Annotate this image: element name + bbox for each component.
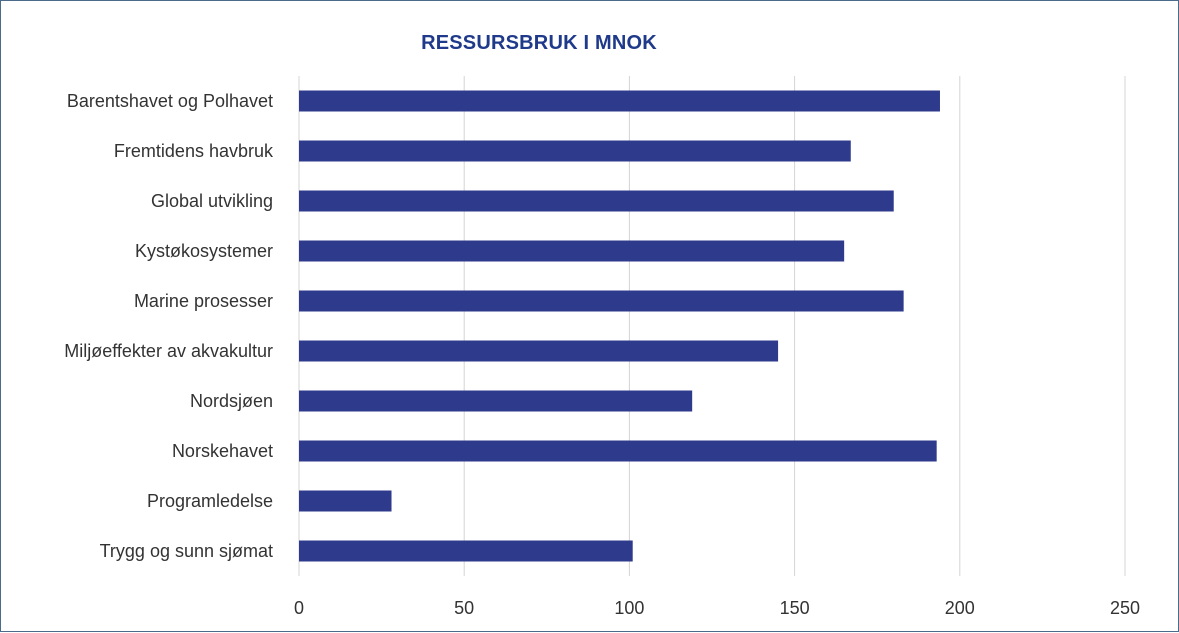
x-tick-label: 50 xyxy=(454,598,474,618)
category-label: Kystøkosystemer xyxy=(135,241,273,261)
bars xyxy=(299,90,940,562)
x-tick-label: 0 xyxy=(294,598,304,618)
x-tick-label: 150 xyxy=(780,598,810,618)
category-labels: Barentshavet og Polhavet Fremtidens havbr… xyxy=(64,91,274,561)
bar xyxy=(299,340,779,362)
category-label: Trygg og sunn sjømat xyxy=(100,541,273,561)
category-label: Marine prosesser xyxy=(134,291,273,311)
bar xyxy=(299,90,940,112)
category-label: Barentshavet og Polhavet xyxy=(67,91,273,111)
bar xyxy=(299,490,392,512)
bar xyxy=(299,190,894,212)
x-axis-tick-labels: 0 50 100 150 200 250 xyxy=(294,598,1140,618)
x-tick-label: 250 xyxy=(1110,598,1140,618)
bar xyxy=(299,290,904,312)
x-tick-label: 100 xyxy=(614,598,644,618)
bar xyxy=(299,140,851,162)
category-label: Global utvikling xyxy=(151,191,273,211)
category-label: Fremtidens havbruk xyxy=(114,141,274,161)
chart-title: RESSURSBRUK I MNOK xyxy=(421,32,657,54)
bar xyxy=(299,240,845,262)
x-tick-label: 200 xyxy=(945,598,975,618)
bar xyxy=(299,390,693,412)
category-label: Miljøeffekter av akvakultur xyxy=(64,341,273,361)
bar xyxy=(299,440,937,462)
bar xyxy=(299,540,633,562)
category-label: Norskehavet xyxy=(172,441,273,461)
category-label: Programledelse xyxy=(147,491,273,511)
category-label: Nordsjøen xyxy=(190,391,273,411)
